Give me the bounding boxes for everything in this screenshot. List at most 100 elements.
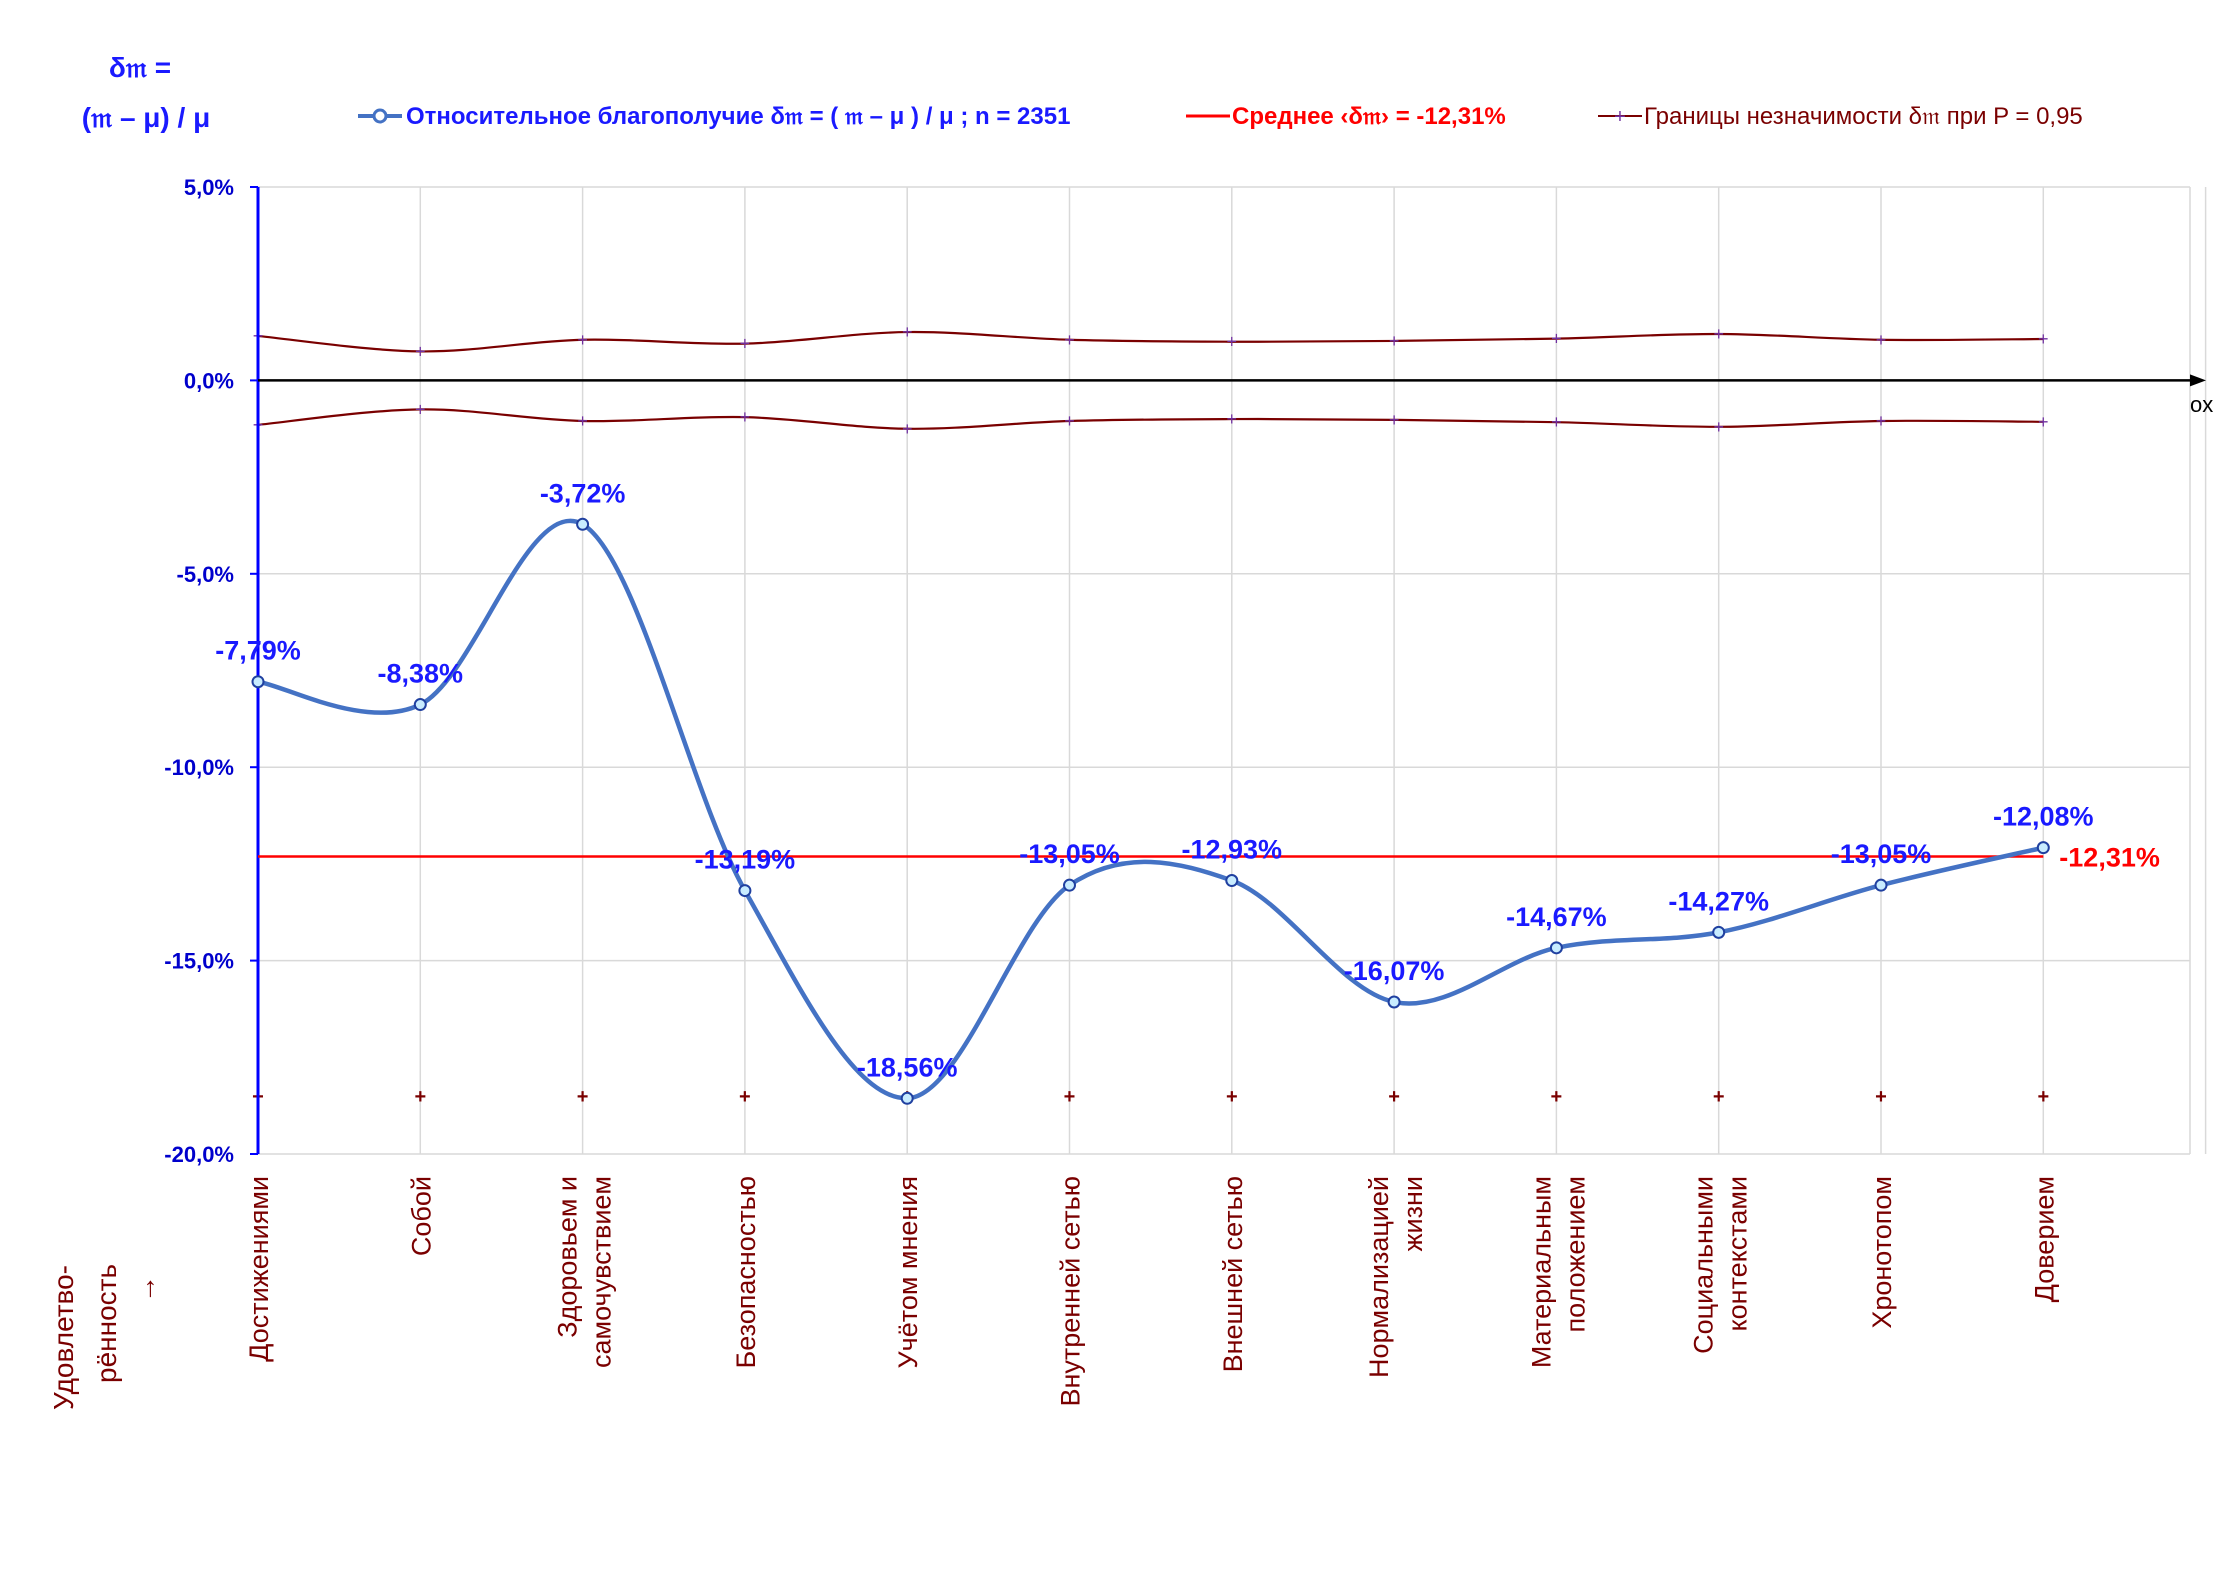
category-label: Здоровьем и самочувствием — [553, 1176, 617, 1368]
category-label: Внутренней сетью — [1056, 1176, 1086, 1407]
data-label: -7,79% — [215, 636, 301, 666]
category-label: Материальным положением — [1526, 1176, 1590, 1368]
category-label: Хронотопом — [1867, 1176, 1897, 1329]
bound-floor-marker: + — [2037, 1086, 2049, 1108]
bound-upper-marker: + — [1389, 331, 1400, 351]
y-axis-title-line2: (𝔪 – μ) / μ — [82, 102, 210, 133]
legend-mean-label: Среднее ‹δ𝔪› = -12,31% — [1232, 103, 1506, 130]
data-point — [1874, 878, 1888, 892]
category-label: Достижениями — [244, 1176, 274, 1362]
data-point — [2036, 841, 2050, 855]
data-labels: -7,79% -8,38% -3,72% -13,19% -18,56% -13,05% -… — [215, 478, 2093, 1082]
category-label: Нормализацией жизни — [1364, 1176, 1428, 1378]
bound-floor-marker: + — [1388, 1086, 1400, 1108]
y-tick-label: -10,0% — [164, 755, 234, 780]
data-label: -16,07% — [1344, 956, 1445, 986]
bound-lower-marker: + — [1389, 410, 1400, 430]
y-axis-title-line1: δ𝔪 = — [109, 52, 171, 83]
bound-upper-marker: + — [1713, 324, 1724, 344]
category-label-line: Внутренней сетью — [1056, 1176, 1086, 1407]
data-point — [1549, 941, 1563, 955]
legend-item-series: Относительное благополучие δ𝔪 = ( 𝔪 – μ … — [358, 103, 1070, 130]
y-tick-label: -5,0% — [177, 562, 234, 587]
series-group — [251, 517, 2050, 1105]
bound-floor-marker: + — [1875, 1086, 1887, 1108]
mean-line-group: -12,31% — [258, 843, 2160, 873]
category-label: Социальными контекстами — [1689, 1176, 1753, 1354]
y-tick-label: -20,0% — [164, 1142, 234, 1167]
bound-upper-marker: + — [1876, 330, 1887, 350]
bound-upper-marker: + — [740, 334, 751, 354]
data-point — [738, 884, 752, 898]
data-point — [251, 675, 265, 689]
data-point — [1225, 874, 1239, 888]
bound-floor-marker: + — [739, 1086, 751, 1108]
bound-lower-marker: + — [415, 399, 426, 419]
data-point — [576, 517, 590, 531]
x-axis-title-arrow: → — [130, 1275, 161, 1303]
category-label-line: Доверием — [2029, 1176, 2059, 1302]
bound-lower-line — [257, 408, 2044, 430]
series-line — [257, 518, 2044, 1101]
category-label-line: Достижениями — [244, 1176, 274, 1362]
bound-upper-marker: + — [415, 341, 426, 361]
bound-lower-marker: + — [1713, 417, 1724, 437]
category-label-line: контекстами — [1723, 1176, 1753, 1331]
data-label: -14,27% — [1668, 886, 1769, 916]
x-axis-name: ox — [2190, 392, 2213, 417]
mean-value-label: -12,31% — [2059, 843, 2160, 873]
legend-series-label: Относительное благополучие δ𝔪 = ( 𝔪 – μ … — [406, 103, 1070, 130]
bound-lower-marker: + — [1876, 411, 1887, 431]
data-label: -13,19% — [695, 845, 796, 875]
bound-floor-marker: + — [1551, 1086, 1563, 1108]
category-label-line: Здоровьем и — [553, 1176, 583, 1338]
category-label: Безопасностью — [731, 1176, 761, 1368]
data-label: -12,08% — [1993, 802, 2094, 832]
category-label: Собой — [406, 1176, 436, 1256]
y-tick-label: 0,0% — [184, 368, 234, 393]
legend-bounds-label: Границы незначимости δ𝔪 при P = 0,95 — [1644, 103, 2083, 130]
x-axis-title-line1: Удовлетво- — [48, 1265, 79, 1410]
bound-lower-marker: + — [740, 407, 751, 427]
data-label: -3,72% — [540, 478, 626, 508]
y-tick-label: -15,0% — [164, 949, 234, 974]
bound-floor-marker: + — [414, 1086, 426, 1108]
legend-bounds-marker: + — [1614, 106, 1626, 128]
bound-lower-marker: + — [2038, 412, 2049, 432]
bound-lower-marker: + — [1227, 409, 1238, 429]
bound-upper-marker: + — [1227, 332, 1238, 352]
bound-upper-marker: + — [2038, 329, 2049, 349]
data-label: -13,05% — [1019, 839, 1120, 869]
category-label: Внешней сетью — [1218, 1176, 1248, 1372]
category-label-line: Материальным — [1526, 1176, 1556, 1368]
category-label-line: Безопасностью — [731, 1176, 761, 1368]
x-axis-title: Удовлетво- рённость → — [48, 1264, 161, 1410]
bound-upper-marker: + — [902, 322, 913, 342]
data-label: -12,93% — [1182, 835, 1283, 865]
legend-item-mean: Среднее ‹δ𝔪› = -12,31% — [1186, 103, 1506, 130]
category-label-line: Социальными — [1689, 1176, 1719, 1354]
significance-bounds: ++++++++++++++++++++++++++++++++++++ — [252, 322, 2049, 1108]
x-axis-arrowhead — [2190, 374, 2206, 387]
bound-lower-marker: + — [1064, 411, 1075, 431]
bound-floor-marker: + — [1226, 1086, 1238, 1108]
data-label: -8,38% — [378, 659, 464, 689]
axes — [250, 186, 2206, 1155]
data-point — [900, 1091, 914, 1105]
category-label-line: Внешней сетью — [1218, 1176, 1248, 1372]
data-label: -13,05% — [1831, 839, 1932, 869]
bound-upper-marker: + — [1551, 329, 1562, 349]
bound-floor-marker: + — [1713, 1086, 1725, 1108]
data-label: -18,56% — [857, 1052, 958, 1082]
x-axis-title-line2: рённость — [91, 1264, 122, 1383]
legend-item-bounds: + Границы незначимости δ𝔪 при P = 0,95 — [1598, 103, 2083, 130]
bound-lower-marker: + — [577, 411, 588, 431]
bound-upper-marker: + — [1064, 330, 1075, 350]
data-label: -14,67% — [1506, 902, 1607, 932]
y-axis-title: δ𝔪 = (𝔪 – μ) / μ — [82, 52, 210, 133]
category-label-line: Собой — [406, 1176, 436, 1256]
data-point — [413, 698, 427, 712]
category-label-line: самочувствием — [587, 1176, 617, 1368]
bound-lower-marker: + — [1551, 412, 1562, 432]
